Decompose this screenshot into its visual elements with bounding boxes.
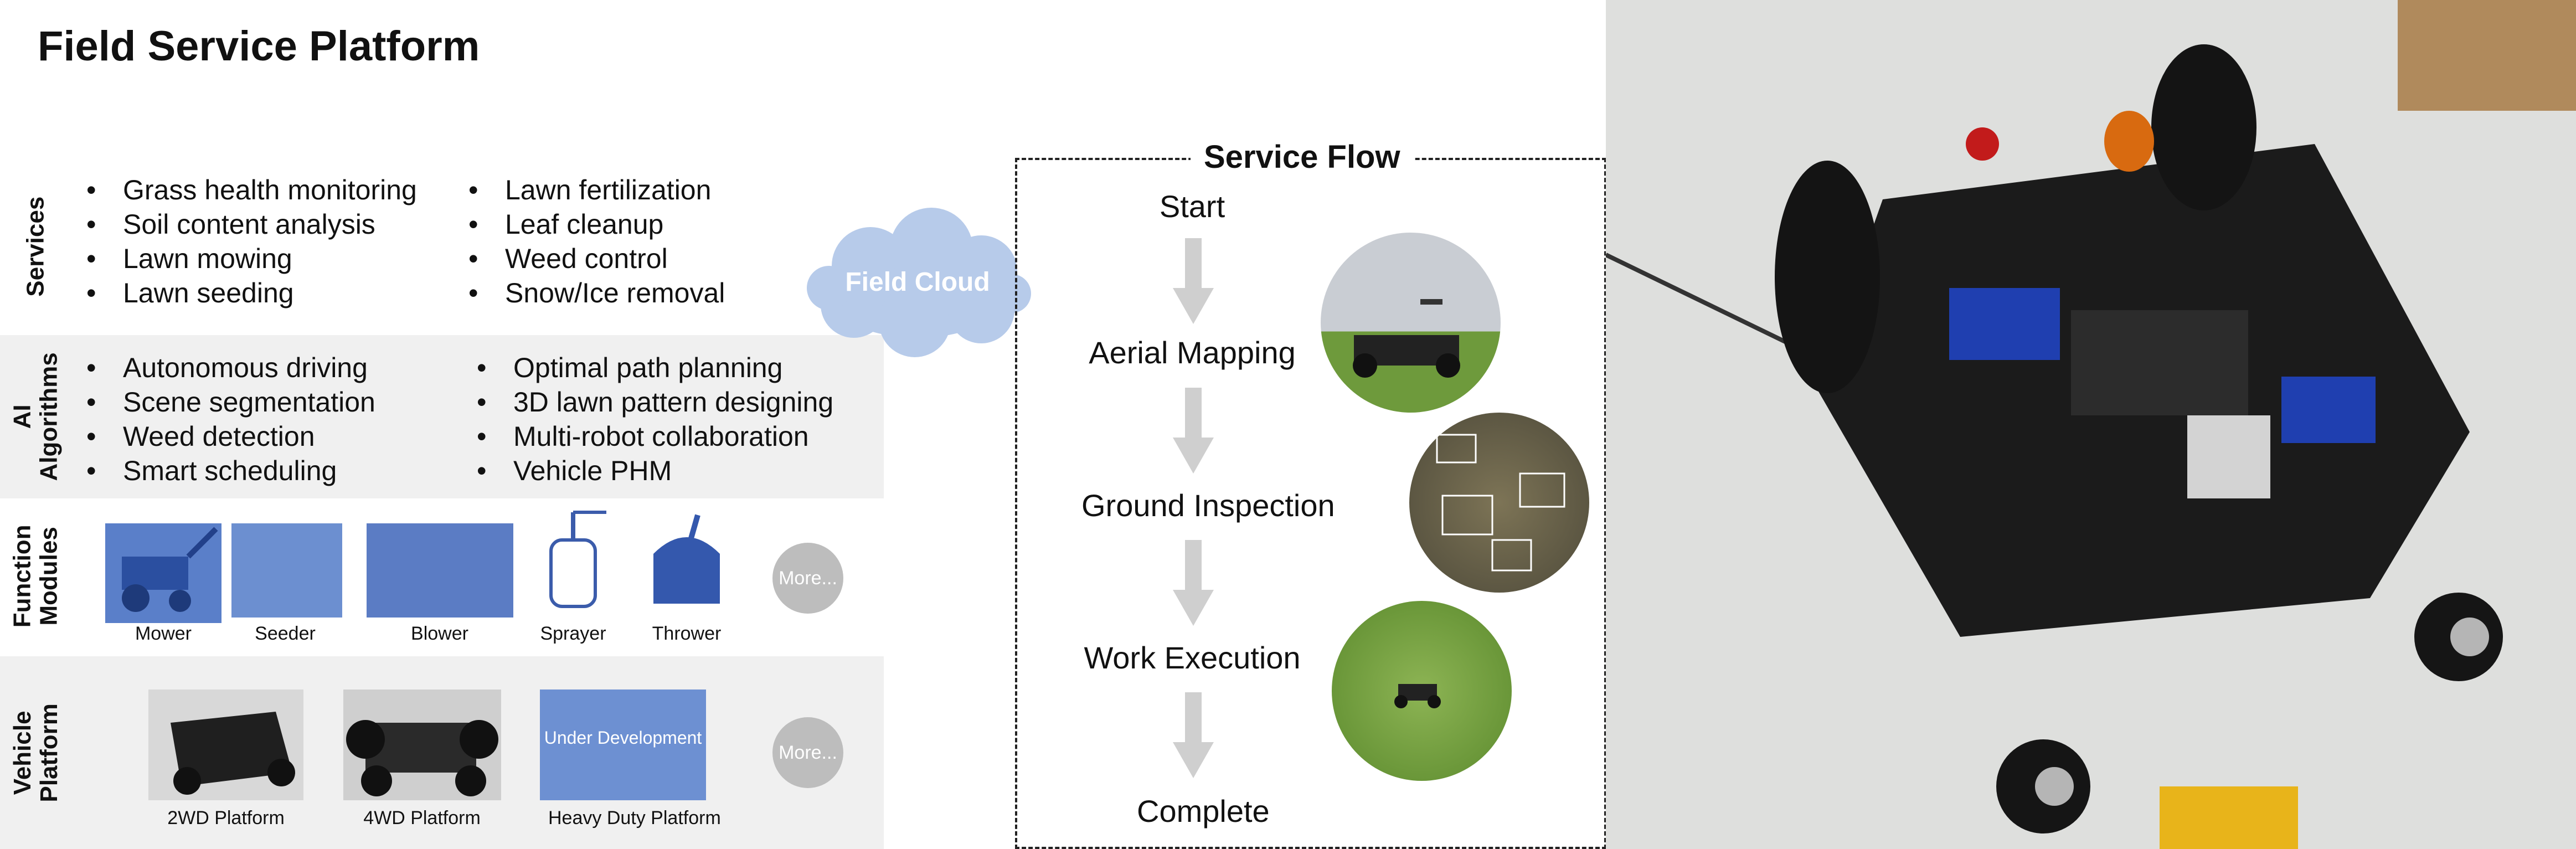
list-item: 3D lawn pattern designing — [473, 385, 833, 419]
robot-photo — [1606, 0, 2576, 849]
heavy-duty-platform-image: Under Development — [540, 690, 706, 800]
work-execution-image — [1332, 601, 1512, 781]
ai-list-2: Optimal path planning 3D lawn pattern de… — [473, 351, 833, 488]
sprayer-image — [540, 501, 612, 618]
service-flow-title: Service Flow — [1191, 138, 1414, 176]
more-modules-button[interactable]: More... — [772, 543, 843, 614]
services-list-2: Lawn fertilization Leaf cleanup Weed con… — [465, 173, 725, 310]
page-title: Field Service Platform — [38, 23, 480, 70]
list-item: Lawn fertilization — [465, 173, 725, 207]
flow-step-start: Start — [1159, 189, 1225, 224]
module-caption: Blower — [411, 623, 468, 644]
seeder-image — [231, 523, 342, 618]
flow-step-aerial-mapping: Aerial Mapping — [1089, 335, 1296, 370]
list-item: Vehicle PHM — [473, 454, 833, 488]
down-arrow-icon — [1173, 540, 1214, 626]
services-band: Services Grass health monitoring Soil co… — [0, 166, 884, 327]
list-item: Weed detection — [83, 419, 375, 454]
list-item: Scene segmentation — [83, 385, 375, 419]
platform-caption: 2WD Platform — [167, 807, 285, 829]
ai-list-1: Autonomous driving Scene segmentation We… — [83, 351, 375, 488]
list-item: Optimal path planning — [473, 351, 833, 385]
list-item: Lawn seeding — [83, 276, 417, 310]
cloud-label: Field Cloud — [845, 267, 990, 297]
module-caption: Thrower — [652, 623, 722, 644]
list-item: Snow/Ice removal — [465, 276, 725, 310]
4wd-platform-image — [343, 690, 501, 800]
platform-caption: 4WD Platform — [363, 807, 481, 829]
down-arrow-icon — [1173, 238, 1214, 324]
under-development-label: Under Development — [544, 728, 702, 748]
mower-image — [105, 523, 221, 623]
list-item: Soil content analysis — [83, 207, 417, 241]
aerial-mapping-image — [1321, 233, 1501, 413]
list-item: Lawn mowing — [83, 241, 417, 276]
list-item: Weed control — [465, 241, 725, 276]
vehicle-row-label: Vehicle Platform — [8, 703, 63, 802]
down-arrow-icon — [1173, 692, 1214, 778]
platform-caption: Heavy Duty Platform — [548, 807, 721, 829]
list-item: Autonomous driving — [83, 351, 375, 385]
module-caption: Seeder — [255, 623, 316, 644]
flow-step-ground-inspection: Ground Inspection — [1081, 488, 1335, 523]
modules-row-label: Function Modules — [8, 524, 63, 627]
list-item: Leaf cleanup — [465, 207, 725, 241]
2wd-platform-image — [148, 690, 303, 800]
flow-step-complete: Complete — [1137, 794, 1270, 829]
services-row-label: Services — [22, 196, 49, 297]
cloud-icon — [807, 208, 1031, 357]
blower-image — [367, 523, 513, 618]
module-caption: Mower — [135, 623, 192, 644]
ground-inspection-image — [1409, 413, 1589, 593]
list-item: Smart scheduling — [83, 454, 375, 488]
thrower-image — [637, 510, 739, 620]
more-platforms-button[interactable]: More... — [772, 717, 843, 788]
down-arrow-icon — [1173, 388, 1214, 474]
services-list-1: Grass health monitoring Soil content ana… — [83, 173, 417, 310]
flow-step-work-execution: Work Execution — [1084, 640, 1301, 675]
list-item: Multi-robot collaboration — [473, 419, 833, 454]
list-item: Grass health monitoring — [83, 173, 417, 207]
ai-row-label: AI Algorithms — [8, 352, 63, 481]
module-caption: Sprayer — [540, 623, 606, 644]
